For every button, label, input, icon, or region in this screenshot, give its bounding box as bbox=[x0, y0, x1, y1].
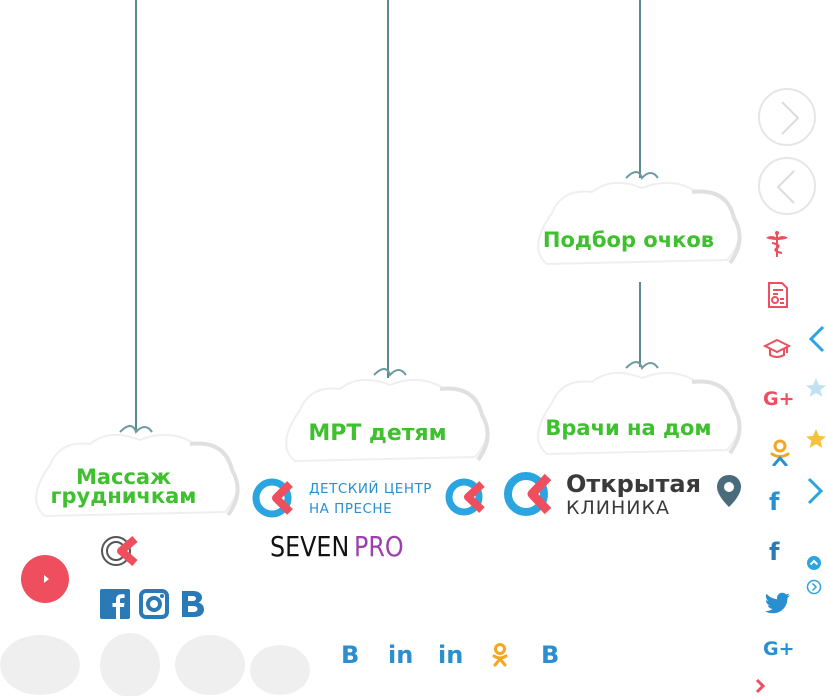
chevron-right-icon bbox=[807, 477, 824, 505]
cloud-shape bbox=[537, 361, 742, 456]
graduation-cap-icon bbox=[762, 338, 792, 358]
chevron-up-circle-icon[interactable] bbox=[806, 555, 822, 571]
instagram-link[interactable] bbox=[139, 589, 171, 621]
odnoklassniki-icon[interactable] bbox=[766, 438, 794, 467]
logo-open-clinic[interactable]: Открытая КЛИНИКА bbox=[504, 470, 746, 520]
instagram-icon bbox=[139, 589, 169, 619]
logo-line: ДЕТСКИЙ ЦЕНТР bbox=[309, 481, 432, 497]
decorative-background bbox=[0, 625, 330, 696]
cloud-glasses[interactable]: Подбор очков bbox=[522, 168, 747, 273]
linkedin-link[interactable]: in bbox=[388, 641, 414, 669]
logo-childrens-center[interactable]: ДЕТСКИЙ ЦЕНТР НА ПРЕСНЕ bbox=[252, 474, 438, 520]
hanging-string bbox=[135, 0, 137, 430]
chevron-right-circle-icon[interactable] bbox=[806, 579, 822, 595]
facebook-icon[interactable]: f bbox=[769, 488, 780, 516]
odnoklassniki-icon bbox=[770, 439, 790, 467]
logo-word: PRO bbox=[354, 530, 404, 563]
map-pin-icon bbox=[717, 475, 741, 507]
logo-line: Открытая bbox=[566, 470, 701, 498]
logo-line: КЛИНИКА bbox=[566, 497, 670, 519]
play-button[interactable] bbox=[21, 555, 69, 603]
facebook-icon[interactable]: f bbox=[769, 538, 780, 566]
hanging-string bbox=[639, 282, 641, 367]
cloud-massage[interactable]: Массаж грудничкам bbox=[20, 420, 245, 525]
facebook-icon bbox=[100, 589, 130, 619]
logo-mark-small[interactable] bbox=[99, 534, 141, 570]
logo-mark[interactable] bbox=[445, 478, 491, 518]
vk-link[interactable]: B bbox=[541, 641, 560, 669]
document-icon bbox=[768, 282, 788, 308]
vk-link[interactable] bbox=[179, 589, 211, 621]
star-icon[interactable] bbox=[805, 376, 826, 400]
cloud-mrt[interactable]: МРТ детям bbox=[270, 365, 495, 470]
arrow-left-icon[interactable] bbox=[806, 325, 826, 353]
chevron-right-icon bbox=[781, 101, 800, 135]
caduceus-icon[interactable] bbox=[763, 230, 791, 258]
cloud-shape bbox=[537, 171, 742, 266]
twitter-icon bbox=[764, 592, 790, 614]
arrow-right-icon[interactable] bbox=[806, 477, 826, 505]
cloud-label: Врачи на дом bbox=[545, 416, 712, 440]
logo-mark-icon bbox=[504, 472, 552, 516]
chevron-right-icon bbox=[755, 678, 766, 694]
cloud-label: МРТ детям bbox=[308, 421, 447, 446]
chevron-left-icon bbox=[776, 170, 795, 204]
graduation-cap-icon[interactable] bbox=[762, 335, 792, 363]
chevron-up-icon bbox=[807, 556, 821, 570]
chevron-left-icon bbox=[808, 325, 825, 353]
cloud-shape bbox=[35, 425, 240, 518]
linkedin-link[interactable]: in bbox=[438, 641, 464, 669]
play-icon bbox=[44, 575, 49, 583]
caduceus-icon bbox=[766, 231, 788, 257]
logo-seven-pro[interactable]: SEVEN PRO bbox=[270, 530, 410, 564]
star-icon bbox=[806, 378, 826, 397]
star-icon[interactable] bbox=[805, 427, 826, 451]
twitter-icon[interactable] bbox=[764, 588, 792, 616]
google-plus-icon[interactable]: G+ bbox=[763, 388, 795, 410]
decorative-shapes bbox=[0, 633, 310, 696]
chevron-right-icon bbox=[806, 579, 822, 595]
next-slide-button[interactable] bbox=[758, 88, 816, 146]
odnoklassniki-icon bbox=[492, 643, 508, 667]
facebook-link[interactable] bbox=[100, 589, 132, 621]
cloud-shape bbox=[285, 368, 490, 463]
chevron-right-icon[interactable] bbox=[753, 676, 769, 696]
vk-link[interactable]: B bbox=[341, 641, 360, 669]
hanging-string bbox=[639, 0, 641, 178]
cloud-home-doctors[interactable]: Врачи на дом bbox=[522, 358, 747, 463]
google-plus-icon[interactable]: G+ bbox=[763, 638, 795, 660]
document-icon[interactable] bbox=[764, 281, 792, 309]
star-icon bbox=[806, 429, 826, 448]
logo-line: НА ПРЕСНЕ bbox=[309, 501, 393, 517]
vk-icon bbox=[182, 591, 204, 617]
logo-word: SEVEN bbox=[270, 530, 350, 563]
odnoklassniki-link[interactable] bbox=[490, 642, 510, 668]
cloud-label: Массаж грудничкам bbox=[50, 465, 197, 508]
logo-mark-icon bbox=[101, 535, 138, 567]
logo-mark-icon bbox=[445, 478, 485, 516]
prev-slide-button[interactable] bbox=[758, 157, 816, 215]
cloud-label: Подбор очков bbox=[542, 228, 715, 252]
logo-mark-icon bbox=[252, 478, 293, 518]
hanging-string bbox=[387, 0, 389, 378]
